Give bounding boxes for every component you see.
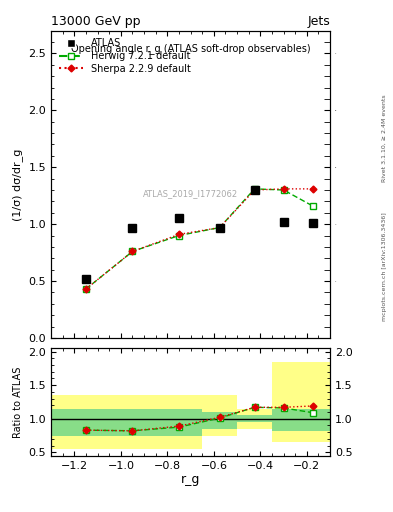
Text: mcplots.cern.ch [arXiv:1306.3436]: mcplots.cern.ch [arXiv:1306.3436] xyxy=(382,212,387,321)
Text: ATLAS_2019_I1772062: ATLAS_2019_I1772062 xyxy=(143,189,238,198)
Text: Rivet 3.1.10, ≥ 2.4M events: Rivet 3.1.10, ≥ 2.4M events xyxy=(382,94,387,182)
Text: Opening angle r_g (ATLAS soft-drop observables): Opening angle r_g (ATLAS soft-drop obser… xyxy=(71,43,310,54)
X-axis label: r_g: r_g xyxy=(181,473,200,486)
Y-axis label: Ratio to ATLAS: Ratio to ATLAS xyxy=(13,366,23,438)
Text: Jets: Jets xyxy=(307,15,330,28)
Legend: ATLAS, Herwig 7.2.1 default, Sherpa 2.2.9 default: ATLAS, Herwig 7.2.1 default, Sherpa 2.2.… xyxy=(56,35,194,77)
Text: 13000 GeV pp: 13000 GeV pp xyxy=(51,15,141,28)
Y-axis label: (1/σ) dσ/dr_g: (1/σ) dσ/dr_g xyxy=(12,148,23,221)
